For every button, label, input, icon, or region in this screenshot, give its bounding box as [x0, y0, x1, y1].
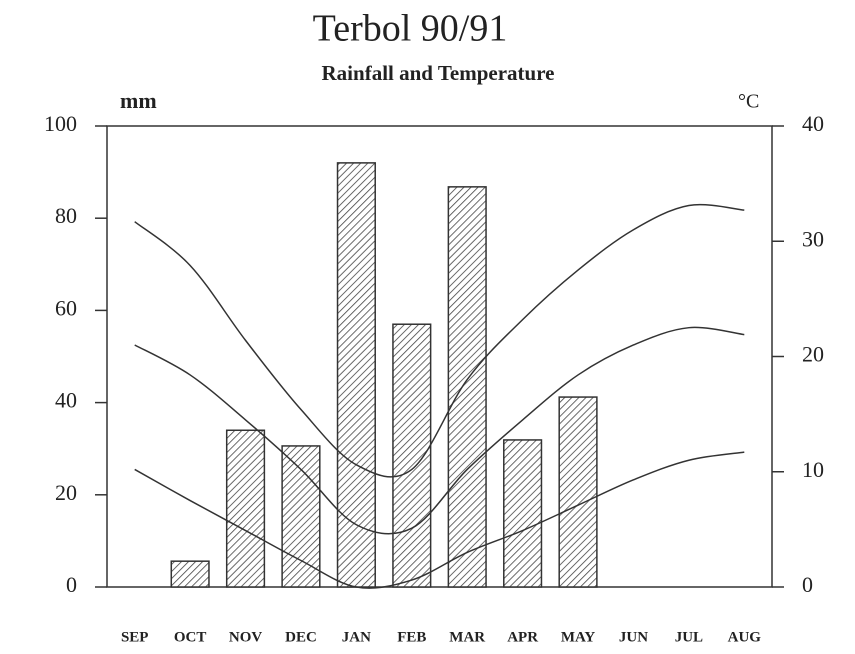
bar	[447, 186, 487, 588]
x-tick-label: SEP	[121, 629, 149, 645]
temperature-line	[134, 204, 745, 478]
bar	[503, 439, 543, 588]
bar	[225, 429, 266, 588]
x-tick-label: APR	[507, 629, 538, 645]
y-tick-label: 40	[55, 388, 77, 413]
x-tick-label: DEC	[285, 629, 317, 645]
y-tick-label: 100	[44, 111, 77, 136]
x-tick-label: OCT	[174, 629, 207, 645]
y-tick-label: 0	[66, 572, 77, 597]
bar	[558, 396, 598, 588]
chart-title: Terbol 90/91	[313, 8, 508, 50]
plot-frame	[106, 125, 773, 588]
x-tick-label: MAR	[449, 629, 485, 645]
bar	[392, 323, 432, 588]
chart-subtitle: Rainfall and Temperature	[322, 61, 555, 85]
y2-tick-label: 30	[802, 226, 824, 251]
y2-tick-label: 10	[802, 457, 824, 482]
temperature-line	[134, 326, 745, 535]
y-axis-label: mm	[120, 88, 157, 113]
x-tick-label: JUL	[675, 629, 703, 645]
y2-axis-label: °C	[738, 91, 759, 113]
bar	[170, 560, 210, 588]
bar	[336, 162, 376, 588]
x-tick-label: MAY	[561, 629, 596, 645]
x-tick-label: JUN	[619, 629, 648, 645]
y-tick-label: 20	[55, 480, 77, 505]
bar	[281, 445, 321, 588]
x-tick-label: NOV	[229, 629, 263, 645]
temperature-line	[134, 451, 745, 589]
x-tick-label: JAN	[342, 629, 371, 645]
y2-tick-label: 40	[802, 111, 824, 136]
y2-tick-label: 20	[802, 342, 824, 367]
y2-tick-label: 0	[802, 572, 813, 597]
x-tick-label: AUG	[728, 629, 762, 645]
x-tick-label: FEB	[397, 629, 426, 645]
y-tick-label: 80	[55, 203, 77, 228]
y-tick-label: 60	[55, 295, 77, 320]
